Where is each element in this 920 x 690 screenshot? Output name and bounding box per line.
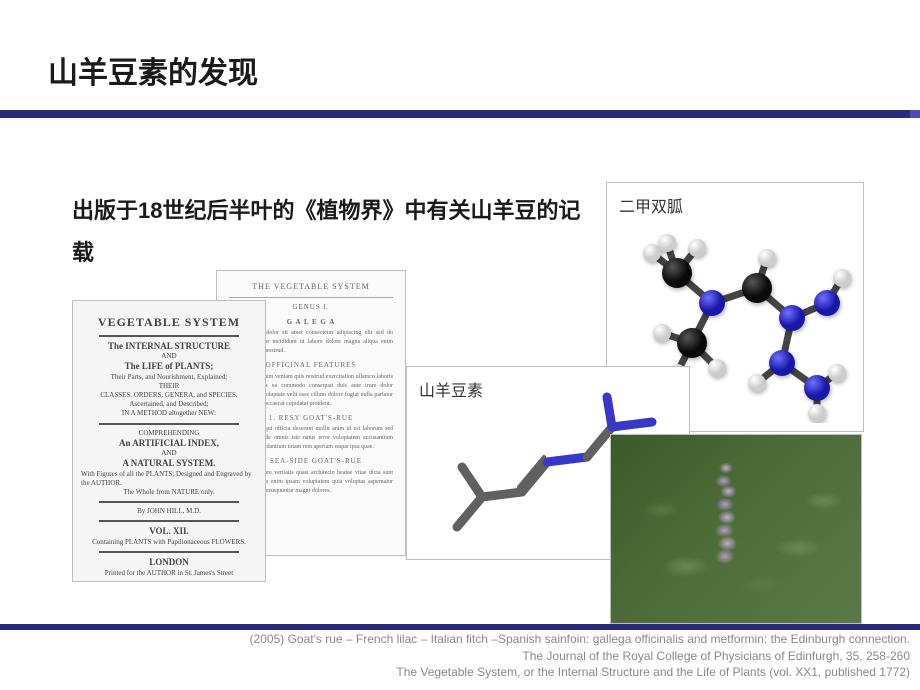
b1-s14: Containing PLANTS with Papilionaceous FL… (92, 538, 246, 547)
b1-s1: Their Parts, and Nourishment, Explained; (111, 373, 228, 382)
b1-s8: AND (161, 449, 176, 458)
b1-rule (99, 520, 240, 522)
book2-header: THE VEGETABLE SYSTEM (229, 281, 393, 293)
b1-s16: Printed for the AUTHOR in St. James's St… (105, 569, 233, 578)
ref-line-2: The Journal of the Royal College of Phys… (250, 648, 910, 664)
b1-s13: VOL. XII. (149, 526, 189, 538)
b1-rule (99, 501, 240, 503)
ref-line-1: (2005) Goat's rue – French lilac – Itali… (250, 631, 910, 647)
b1-s7: An ARTIFICIAL INDEX, (119, 438, 219, 450)
b1-s11: The Whole from NATURE only. (123, 488, 214, 497)
page-title: 山羊豆素的发现 (48, 48, 920, 92)
book2-rule (229, 297, 393, 298)
b1-s2: THEIR (159, 382, 180, 391)
content-area: 出版于18世纪后半叶的《植物界》中有关山羊豆的记载 THE VEGETABLE … (0, 118, 920, 638)
b1-s4: Ascertained, and Described; (129, 400, 208, 409)
book-page-1: VEGETABLE SYSTEM The INTERNAL STRUCTURE … (72, 300, 266, 582)
ref-line-3: The Vegetable System, or the Internal St… (250, 664, 910, 680)
b1-h2: The INTERNAL STRUCTURE (108, 341, 230, 353)
b1-s3: CLASSES, ORDERS, GENERA, and SPECIES, (100, 391, 237, 400)
b1-s10: With Figures of all the PLANTS; Designed… (81, 470, 257, 488)
references: (2005) Goat's rue – French lilac – Itali… (250, 631, 910, 680)
subtitle: 出版于18世纪后半叶的《植物界》中有关山羊豆的记载 (72, 190, 592, 274)
b1-h4: The LIFE of PLANTS; (125, 361, 214, 373)
plant-photo (610, 434, 862, 624)
title-region: 山羊豆素的发现 (0, 0, 920, 104)
plant-flower (701, 455, 751, 585)
divider-bottom (0, 624, 920, 630)
b1-s12: By JOHN HILL, M.D. (137, 507, 201, 516)
b1-s5: IN A METHOD altogether NEW: (122, 409, 216, 418)
b1-rule (99, 423, 240, 425)
divider-top (0, 110, 920, 118)
b1-s6: COMPREHENDING (139, 429, 200, 438)
divider-edge (910, 110, 920, 118)
b1-s15: LONDON (149, 557, 189, 569)
b1-h3: AND (161, 352, 176, 361)
b1-rule (99, 551, 240, 553)
b1-rule (99, 335, 240, 337)
b1-s9: A NATURAL SYSTEM. (122, 458, 215, 470)
b1-h1: VEGETABLE SYSTEM (98, 315, 240, 331)
